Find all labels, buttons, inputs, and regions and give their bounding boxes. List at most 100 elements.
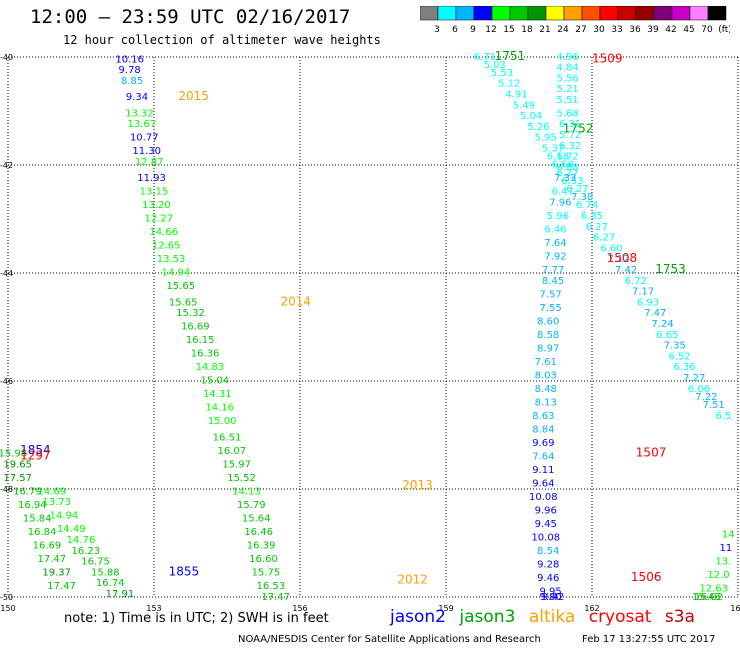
wave-height-point: 5.96	[547, 211, 569, 222]
wave-height-point: 6.5	[715, 411, 731, 422]
wave-height-point: 8.54	[537, 546, 559, 557]
wave-height-point: 11	[719, 543, 732, 554]
wave-height-point: 6.65	[656, 330, 678, 341]
wave-height-point: 8.60	[537, 316, 559, 327]
wave-height-point: 16.07	[218, 446, 247, 457]
wave-height-point: 12.87	[135, 157, 164, 168]
pass-time-label: 1753	[655, 262, 686, 276]
satellite-legend: jason2 jason3 altika cryosat s3a	[390, 607, 703, 627]
colorbar-label: 27	[575, 25, 586, 35]
wave-height-point: 7.27	[683, 373, 705, 384]
wave-height-point: 15.79	[237, 500, 266, 511]
x-tick-label: 153	[146, 604, 161, 613]
wave-height-point: 6.47	[552, 187, 574, 198]
wave-height-point: 5.04	[520, 111, 542, 122]
wave-height-point: 6.74	[576, 200, 598, 211]
wave-height-point: 5.72	[559, 130, 581, 141]
wave-height-point: 17.47	[47, 581, 76, 592]
wave-height-point: 7.61	[535, 357, 557, 368]
pass-time-label: 1507	[636, 446, 667, 460]
wave-height-point: 15.65	[166, 281, 195, 292]
wave-height-point: 17.47	[261, 592, 290, 603]
wave-height-point: 17.57	[3, 473, 32, 484]
grid	[7, 56, 739, 598]
wave-height-point: 16.53	[256, 581, 285, 592]
wave-height-point: 16.15	[186, 335, 215, 346]
wave-height-point: 14.94	[162, 268, 191, 279]
wave-height-point: 6.32	[559, 141, 581, 152]
wave-height-point: 15.00	[208, 416, 237, 427]
wave-height-point: 5.21	[557, 84, 579, 95]
wave-height-point: 16.84	[28, 527, 57, 538]
wave-height-point: 14	[722, 530, 735, 541]
colorbar-label: 21	[539, 25, 550, 35]
wave-height-point: 8.58	[537, 330, 559, 341]
wave-height-point: 9.45	[535, 519, 557, 530]
colorbar-label: 39	[647, 25, 659, 35]
wave-height-point: 13.67	[128, 119, 157, 130]
wave-height-point: 9.96	[535, 505, 557, 516]
wave-height-point: 7.24	[651, 319, 673, 330]
wave-height-point: 15.04	[201, 376, 230, 387]
wave-height-point: 16.69	[181, 322, 210, 333]
wave-height-point: 8.85	[121, 76, 143, 87]
wave-height-point: 9.78	[119, 65, 141, 76]
wave-height-point: 4.91	[505, 90, 527, 101]
wave-height-point: 7.35	[664, 341, 686, 352]
wave-height-point: 10.77	[130, 133, 159, 144]
wave-height-point: 6.27	[586, 222, 608, 233]
wave-height-point: 6.27	[557, 168, 579, 179]
wave-height-point: 17.47	[37, 554, 66, 565]
wave-height-point: 5.37	[542, 144, 564, 155]
wave-height-point: 7.38	[571, 192, 593, 203]
wave-height-point: 5.95	[535, 133, 557, 144]
x-tick-label: 159	[438, 604, 453, 613]
wave-height-point: 6.53	[561, 176, 583, 187]
wave-height-point: 9.69	[532, 438, 554, 449]
wave-height-point: 7.47	[644, 308, 666, 319]
wave-height-point: 15.88	[91, 567, 120, 578]
wave-height-point: 7.51	[703, 400, 725, 411]
wave-height-point: 6.93	[637, 297, 659, 308]
wave-height-point: 6.18	[547, 152, 569, 163]
wave-height-point: 9.46	[537, 573, 559, 584]
wave-height-point: 7.57	[540, 289, 562, 300]
wave-height-point: 16.36	[191, 349, 220, 360]
wave-height-point: 10.08	[529, 492, 558, 503]
wave-height-point: 14.69	[37, 486, 66, 497]
wave-height-point: 19.65	[3, 459, 32, 470]
pass-time-label: 1509	[592, 51, 623, 65]
wave-height-point: 16.69	[33, 540, 62, 551]
wave-height-point: 4.96	[557, 52, 579, 63]
wave-height-point: 10.08	[531, 532, 560, 543]
wave-height-point: 5.03	[484, 60, 506, 71]
x-tick-label: 150	[0, 604, 15, 613]
pass-time-label: 1854	[20, 443, 51, 457]
wave-height-point: 15.84	[23, 513, 52, 524]
wave-height-point: 13.73	[42, 497, 71, 508]
colorbar-swatch	[707, 6, 727, 21]
wave-height-point: 15.43	[692, 592, 721, 603]
wave-height-point: 8.45	[542, 276, 564, 287]
wave-height-point: 8.97	[537, 343, 559, 354]
credit-text: NOAA/NESDIS Center for Satellite Applica…	[238, 634, 541, 645]
colorbar-label: 3	[434, 25, 440, 35]
wave-height-point: 9.34	[126, 92, 148, 103]
colorbar-label: 70	[701, 25, 713, 35]
wave-height-point: 14.94	[50, 511, 79, 522]
pass-time-label: 1297	[20, 448, 51, 462]
wave-height-point: 6.60	[600, 243, 622, 254]
generated-timestamp: Feb 17 13:27:55 UTC 2017	[582, 634, 716, 645]
wave-height-point: 7.96	[549, 198, 571, 209]
wave-height-point: 12.0	[707, 570, 729, 581]
wave-height-point: 8.48	[535, 384, 557, 395]
page-title: 12:00 – 23:59 UTC 02/16/2017	[30, 6, 351, 28]
wave-height-point: 15.64	[242, 513, 271, 524]
wave-height-point: 5.51	[557, 95, 579, 106]
wave-height-point: 16.74	[96, 578, 125, 589]
wave-height-point: 16.51	[213, 432, 242, 443]
wave-height-point: 6.31	[559, 119, 581, 130]
